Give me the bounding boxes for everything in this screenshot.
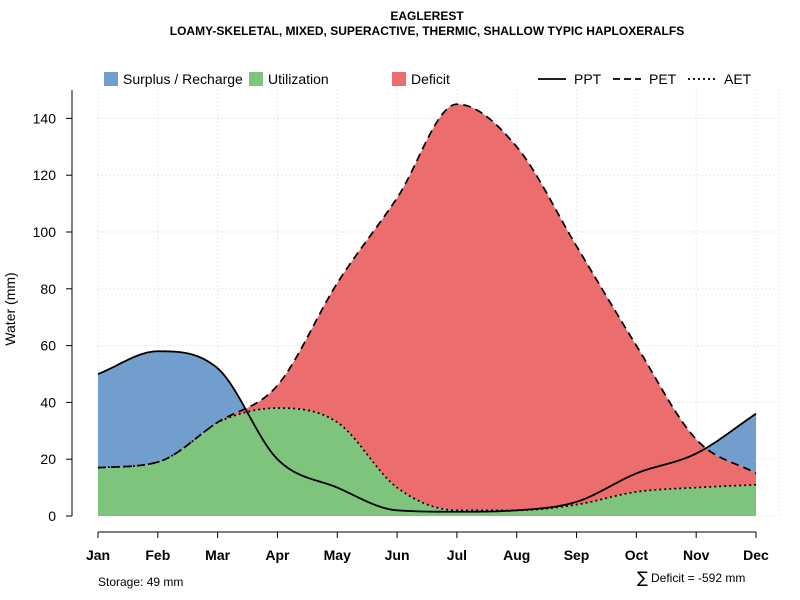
legend-item-utilization: Utilization [249, 71, 329, 87]
legend-swatch [249, 72, 263, 86]
legend-label: AET [724, 71, 752, 87]
x-tick-label: Jan [86, 547, 110, 563]
legend-label: Deficit [411, 71, 450, 87]
x-tick-label: Dec [743, 547, 769, 563]
deficit-annotation: Deficit = -592 mm [651, 571, 745, 585]
x-tick-label: Mar [205, 547, 230, 563]
y-axis-label: Water (mm) [2, 272, 18, 345]
sum-symbol: ∑ [637, 568, 648, 587]
axes: 0 20 40 60 80 100 120 140 Jan Feb Mar Apr May Jun Jul A… [33, 90, 769, 563]
legend-item-aet: AET [688, 71, 752, 87]
x-tick-label: Nov [683, 547, 710, 563]
y-tick-label: 100 [33, 224, 57, 240]
legend-label: PPT [574, 71, 602, 87]
deficit-area [98, 104, 756, 511]
chart-title: EAGLEREST [390, 9, 464, 23]
y-tick-label: 20 [40, 451, 56, 467]
y-tick-label: 120 [33, 167, 57, 183]
y-tick-label: 40 [40, 394, 56, 410]
legend-swatch [104, 72, 118, 86]
series-line-ppt [97, 350, 757, 513]
legend-item-ppt: PPT [538, 71, 602, 87]
y-tick-label: 80 [40, 281, 56, 297]
x-tick-label: Sep [564, 547, 590, 563]
series-lines [97, 103, 757, 513]
x-tick-label: May [324, 547, 351, 563]
legend: Surplus / Recharge Utilization Deficit PPT P… [104, 71, 752, 87]
x-tick-label: Jun [385, 547, 410, 563]
legend-item-surplus-recharge: Surplus / Recharge [104, 71, 243, 87]
legend-swatch [392, 72, 406, 86]
legend-item-pet: PET [613, 71, 677, 87]
surplus-area [706, 413, 756, 474]
y-tick-label: 140 [33, 110, 57, 126]
x-tick-label: Aug [503, 547, 530, 563]
legend-label: Utilization [268, 71, 329, 87]
chart-subtitle: LOAMY-SKELETAL, MIXED, SUPERACTIVE, THER… [170, 24, 684, 38]
legend-label: PET [649, 71, 677, 87]
x-tick-label: Apr [265, 547, 290, 563]
x-tick-label: Oct [625, 547, 649, 563]
y-tick-label: 60 [40, 338, 56, 354]
utilization-area [98, 408, 756, 516]
storage-annotation: Storage: 49 mm [98, 575, 183, 589]
surplus-area [98, 351, 245, 468]
x-tick-label: Feb [145, 547, 170, 563]
legend-item-deficit: Deficit [392, 71, 450, 87]
series-line-pet [97, 103, 757, 475]
legend-label: Surplus / Recharge [123, 71, 243, 87]
x-tick-label: Jul [447, 547, 467, 563]
area-fills [98, 104, 756, 516]
y-tick-label: 0 [48, 508, 56, 524]
